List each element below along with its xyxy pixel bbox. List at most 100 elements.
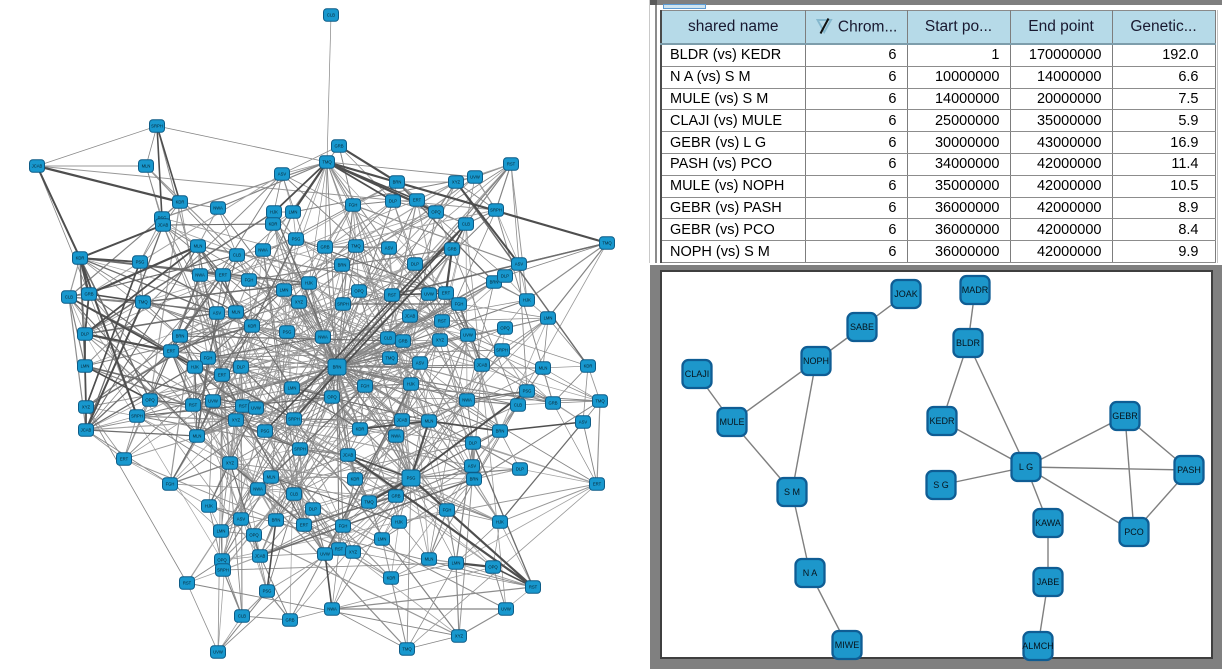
svg-text:TMQ: TMQ — [322, 160, 332, 165]
svg-text:UVW: UVW — [208, 399, 218, 404]
svg-text:MLN: MLN — [267, 475, 276, 480]
svg-text:CLB: CLB — [290, 492, 298, 497]
svg-text:PSG: PSG — [158, 216, 167, 221]
svg-text:LMN: LMN — [289, 210, 298, 215]
svg-text:FGH: FGH — [166, 482, 175, 487]
svg-text:LMN: LMN — [217, 529, 226, 534]
svg-text:NWA: NWA — [213, 206, 223, 211]
svg-text:DLP: DLP — [389, 199, 397, 204]
svg-text:CLB: CLB — [238, 614, 246, 619]
svg-text:NWA: NWA — [318, 335, 328, 340]
svg-text:GRB: GRB — [447, 247, 456, 252]
svg-text:ASV: ASV — [237, 517, 246, 522]
svg-text:GRB: GRB — [391, 494, 400, 499]
svg-text:OPQ: OPQ — [431, 210, 441, 215]
svg-text:PSG: PSG — [407, 476, 416, 481]
svg-text:RST: RST — [335, 547, 344, 552]
svg-text:OPQ: OPQ — [327, 395, 337, 400]
svg-text:RST: RST — [239, 404, 248, 409]
svg-text:KDR: KDR — [248, 324, 257, 329]
svg-text:DLP: DLP — [501, 274, 509, 279]
svg-text:DLP: DLP — [81, 332, 89, 337]
svg-text:FGH: FGH — [349, 203, 358, 208]
svg-text:HJK: HJK — [523, 298, 531, 303]
svg-text:LMN: LMN — [452, 561, 461, 566]
svg-text:PSG: PSG — [283, 330, 292, 335]
svg-text:KAWA: KAWA — [1035, 518, 1061, 528]
svg-text:XYZ: XYZ — [226, 461, 235, 466]
svg-text:KEDR: KEDR — [929, 416, 955, 426]
svg-text:XYZ: XYZ — [349, 550, 358, 555]
svg-text:BRN: BRN — [338, 263, 347, 268]
svg-text:GRB: GRB — [320, 245, 329, 250]
svg-text:SRPH: SRPH — [294, 447, 306, 452]
svg-text:LMN: LMN — [280, 288, 289, 293]
svg-text:HJK: HJK — [395, 520, 403, 525]
svg-text:NWA: NWA — [391, 434, 401, 439]
svg-text:UVW: UVW — [501, 607, 511, 612]
svg-text:MLN: MLN — [425, 557, 434, 562]
svg-text:ERT: ERT — [120, 457, 129, 462]
svg-text:CLB: CLB — [65, 295, 73, 300]
svg-text:ERT: ERT — [593, 482, 602, 487]
svg-text:SRPH: SRPH — [496, 348, 508, 353]
svg-text:MLN: MLN — [232, 310, 241, 315]
svg-text:N A: N A — [803, 568, 818, 578]
svg-text:RST: RST — [183, 581, 192, 586]
svg-text:KDR: KDR — [76, 256, 85, 261]
svg-text:CLB: CLB — [327, 13, 335, 18]
svg-text:KDR: KDR — [269, 222, 278, 227]
svg-text:NOPH: NOPH — [803, 356, 829, 366]
svg-text:FGH: FGH — [339, 524, 348, 529]
svg-text:BRN: BRN — [333, 365, 342, 370]
svg-text:XYZ: XYZ — [82, 405, 91, 410]
svg-text:FGH: FGH — [455, 302, 464, 307]
svg-text:CLB: CLB — [233, 253, 241, 258]
svg-text:OPQ: OPQ — [354, 289, 364, 294]
svg-text:NWA: NWA — [195, 273, 205, 278]
svg-text:DLP: DLP — [469, 441, 477, 446]
svg-text:ALMCH: ALMCH — [1022, 641, 1054, 651]
svg-text:XYZ: XYZ — [455, 634, 464, 639]
svg-text:TMQ: TMQ — [364, 500, 374, 505]
svg-text:MADR: MADR — [962, 285, 989, 295]
svg-text:ERT: ERT — [218, 373, 227, 378]
svg-text:ASV: ASV — [515, 262, 524, 267]
svg-text:JCAB: JCAB — [32, 164, 43, 169]
svg-text:OPQ: OPQ — [500, 326, 510, 331]
svg-text:PSG: PSG — [263, 589, 272, 594]
svg-text:LMN: LMN — [378, 537, 387, 542]
svg-text:BRN: BRN — [470, 477, 479, 482]
svg-text:JCAB: JCAB — [255, 554, 266, 559]
svg-text:RST: RST — [189, 403, 198, 408]
svg-text:HJK: HJK — [191, 365, 199, 370]
svg-text:SRPH: SRPH — [131, 414, 143, 419]
svg-text:NWA: NWA — [327, 607, 337, 612]
svg-text:FGH: FGH — [204, 356, 213, 361]
svg-text:MIWE: MIWE — [835, 640, 860, 650]
svg-text:RST: RST — [388, 293, 397, 298]
svg-text:SRPH: SRPH — [490, 208, 502, 213]
svg-text:RST: RST — [529, 585, 538, 590]
svg-text:S G: S G — [933, 480, 949, 490]
svg-text:UVW: UVW — [470, 175, 480, 180]
svg-text:KDR: KDR — [351, 477, 360, 482]
svg-text:UVW: UVW — [251, 406, 261, 411]
svg-text:ASV: ASV — [278, 172, 287, 177]
svg-text:FGH: FGH — [361, 384, 370, 389]
svg-text:FGH: FGH — [443, 508, 452, 513]
svg-text:GRB: GRB — [398, 339, 407, 344]
svg-text:ASV: ASV — [385, 246, 394, 251]
svg-text:CLB: CLB — [514, 403, 522, 408]
svg-text:JOAK: JOAK — [894, 289, 918, 299]
svg-text:MULE: MULE — [719, 417, 744, 427]
svg-text:ASV: ASV — [579, 420, 588, 425]
svg-text:TMQ: TMQ — [595, 399, 605, 404]
svg-text:SRPH: SRPH — [288, 417, 300, 422]
svg-text:NWA: NWA — [462, 398, 472, 403]
svg-text:HJK: HJK — [270, 210, 278, 215]
svg-text:TMQ: TMQ — [402, 647, 412, 652]
svg-text:ERT: ERT — [219, 273, 228, 278]
svg-text:OPQ: OPQ — [217, 558, 227, 563]
svg-text:JABE: JABE — [1037, 577, 1060, 587]
